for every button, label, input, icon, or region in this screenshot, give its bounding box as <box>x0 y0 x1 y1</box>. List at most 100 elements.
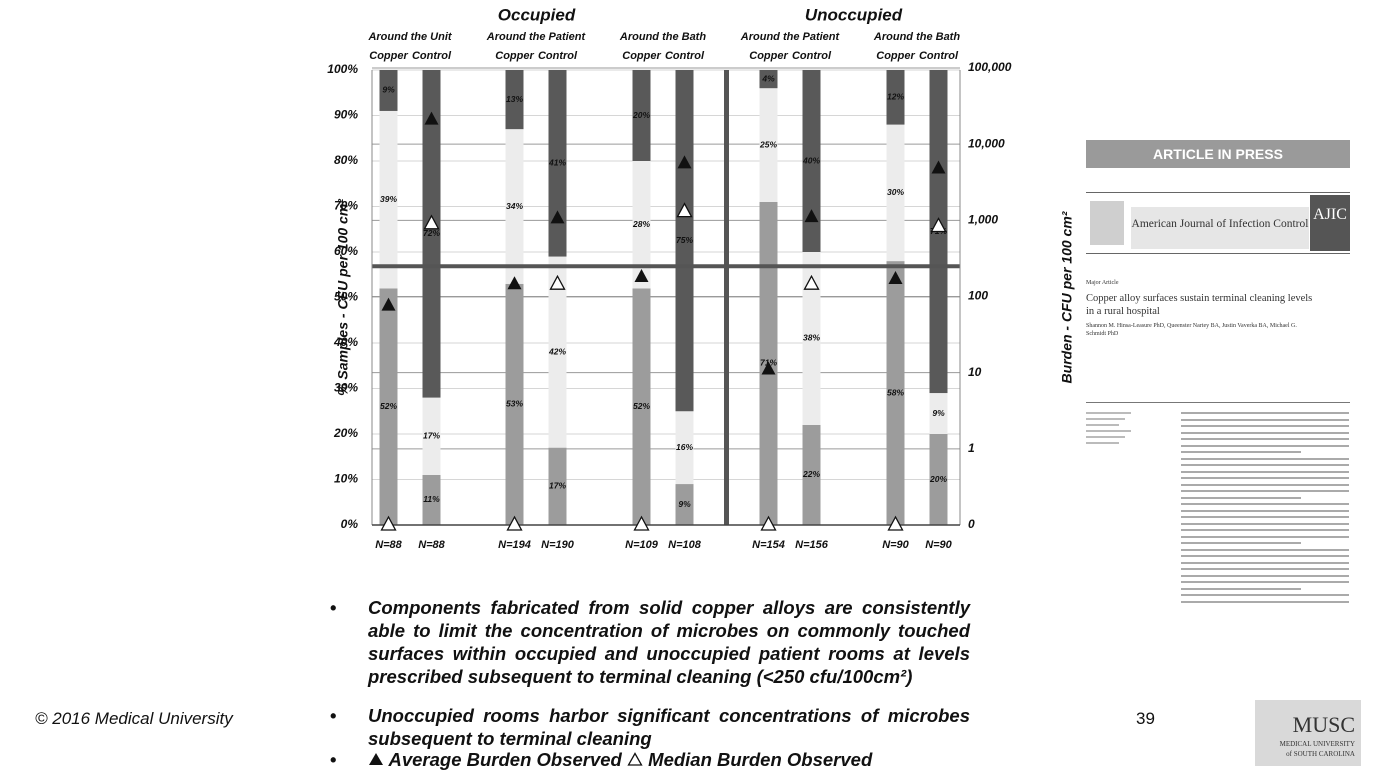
value-label: 12% <box>887 92 904 102</box>
category-label: Copper <box>495 50 534 62</box>
category-label: Control <box>412 50 452 62</box>
value-label: 42% <box>548 346 566 356</box>
abstract-line <box>1181 432 1349 434</box>
journal-logo: AJIC <box>1310 195 1350 251</box>
abstract-line <box>1181 542 1301 544</box>
article-title: Copper alloy surfaces sustain terminal c… <box>1086 292 1316 318</box>
abstract-line <box>1181 451 1301 453</box>
legend-label: Median Burden Observed <box>648 749 872 770</box>
abstract-line <box>1181 458 1349 460</box>
y2-axis-title: Burden - CFU per 100 cm² <box>1059 211 1075 383</box>
legend-items: Average Burden Observed Median Burden Ob… <box>368 748 970 771</box>
value-label: 34% <box>506 201 523 211</box>
bullet: •Components fabricated from solid copper… <box>330 596 970 688</box>
article-banner: ARTICLE IN PRESS <box>1086 140 1350 168</box>
y-tick-label: 20% <box>333 426 358 440</box>
location-label: Around the Patient <box>740 31 841 43</box>
y-tick-label: 0% <box>341 517 359 531</box>
value-label: 39% <box>380 194 397 204</box>
value-label: 53% <box>506 399 523 409</box>
sample-size: N=88 <box>375 539 402 551</box>
abstract-line <box>1181 510 1349 512</box>
y2-tick-label: 10,000 <box>968 136 1005 150</box>
category-label: Copper <box>876 50 915 62</box>
value-label: 28% <box>632 219 650 229</box>
abstract-line <box>1181 581 1349 583</box>
category-label: Control <box>538 50 578 62</box>
page-number: 39 <box>1136 709 1155 729</box>
value-label: 72% <box>423 228 440 238</box>
value-label: 9% <box>678 499 691 509</box>
category-label: Copper <box>622 50 661 62</box>
value-label: 9% <box>932 408 945 418</box>
abstract-line <box>1181 419 1349 421</box>
copyright: © 2016 Medical University <box>35 709 233 729</box>
value-label: 20% <box>929 474 947 484</box>
y2-tick-label: 100 <box>968 289 988 303</box>
category-label: Control <box>919 50 959 62</box>
sample-size: N=154 <box>752 539 785 551</box>
sample-size: N=88 <box>418 539 445 551</box>
keyword-line <box>1086 430 1131 432</box>
logo-name: MUSC <box>1293 712 1355 738</box>
keyword-line <box>1086 442 1119 444</box>
y-tick-label: 100% <box>327 62 358 76</box>
value-label: 16% <box>676 442 693 452</box>
legend-symbol <box>627 752 643 766</box>
value-label: 52% <box>380 401 397 411</box>
value-label: 22% <box>802 469 820 479</box>
keyword-line <box>1086 436 1125 438</box>
location-label: Around the Unit <box>367 31 452 43</box>
bullet: •Unoccupied rooms harbor significant con… <box>330 704 970 750</box>
value-label: 38% <box>803 333 820 343</box>
value-label: 41% <box>548 158 566 168</box>
article-thumbnail: ARTICLE IN PRESS American Journal of Inf… <box>1086 140 1350 598</box>
y2-tick-label: 1 <box>968 441 975 455</box>
abstract-line <box>1181 412 1349 414</box>
legend-filled-triangle <box>369 753 383 765</box>
journal-header: American Journal of Infection Control AJ… <box>1086 192 1350 254</box>
value-label: 4% <box>761 73 775 83</box>
abstract-line <box>1181 568 1349 570</box>
value-label: 75% <box>676 235 693 245</box>
value-label: 25% <box>759 139 777 149</box>
value-label: 20% <box>632 110 650 120</box>
bullet-list: • Components fabricated from solid copper… <box>318 590 1018 770</box>
abstract-line <box>1181 477 1349 479</box>
value-label: 40% <box>802 155 820 165</box>
abstract-line <box>1181 503 1349 505</box>
abstract-line <box>1181 516 1349 518</box>
value-label: 58% <box>887 387 904 397</box>
sample-size: N=190 <box>541 539 575 551</box>
location-label: Around the Bath <box>619 31 706 43</box>
logo-line: of SOUTH CAROLINA <box>1286 750 1355 758</box>
sample-size: N=194 <box>498 539 531 551</box>
sample-size: N=108 <box>668 539 702 551</box>
musc-logo: MUSC MEDICAL UNIVERSITY of SOUTH CAROLIN… <box>1255 700 1361 766</box>
value-label: 9% <box>382 85 395 95</box>
y2-tick-label: 100,000 <box>968 60 1012 74</box>
y-tick-label: 80% <box>334 153 358 167</box>
logo-line: MEDICAL UNIVERSITY <box>1280 740 1355 748</box>
abstract-line <box>1181 588 1301 590</box>
legend: • Average Burden Observed Median Burden … <box>330 748 970 771</box>
keyword-line <box>1086 412 1131 414</box>
abstract-line <box>1181 484 1349 486</box>
abstract-line <box>1181 601 1349 603</box>
value-label: 13% <box>506 94 523 104</box>
abstract-line <box>1181 555 1349 557</box>
abstract-line <box>1181 594 1349 596</box>
abstract-line <box>1181 529 1349 531</box>
legend-open-triangle <box>629 754 642 766</box>
section-title: Occupied <box>498 5 576 24</box>
keyword-line <box>1086 424 1119 426</box>
bullet-dot: • <box>330 748 336 771</box>
bullet-dot: • <box>330 704 336 727</box>
abstract-line <box>1181 464 1349 466</box>
abstract-line <box>1181 490 1349 492</box>
keyword-line <box>1086 418 1125 420</box>
y2-tick-label: 1,000 <box>968 213 998 227</box>
category-label: Control <box>792 50 832 62</box>
sample-size: N=156 <box>795 539 829 551</box>
bullet-text: Components fabricated from solid copper … <box>368 596 970 688</box>
